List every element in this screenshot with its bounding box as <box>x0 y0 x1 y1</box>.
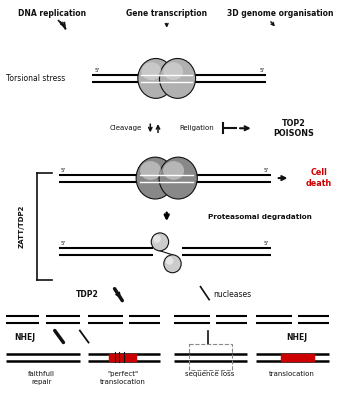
Ellipse shape <box>138 58 174 98</box>
Text: 5': 5' <box>60 168 66 173</box>
Text: 5': 5' <box>264 241 269 246</box>
Text: Cell
death: Cell death <box>306 168 332 188</box>
Circle shape <box>151 233 169 251</box>
Text: 5': 5' <box>264 168 269 173</box>
Text: TOP2
POISONS: TOP2 POISONS <box>274 118 315 138</box>
Text: Religation: Religation <box>179 125 214 131</box>
Text: Torsional stress: Torsional stress <box>6 74 65 83</box>
Text: DNA replication: DNA replication <box>18 9 86 18</box>
Text: ZATT/TDP2: ZATT/TDP2 <box>19 204 25 248</box>
Text: "perfect"
translocation: "perfect" translocation <box>100 372 146 385</box>
Ellipse shape <box>159 58 196 98</box>
Ellipse shape <box>163 161 184 180</box>
Ellipse shape <box>140 161 161 180</box>
Text: 5': 5' <box>94 68 99 73</box>
Text: NHEJ: NHEJ <box>286 333 307 342</box>
Ellipse shape <box>141 62 161 80</box>
Text: 5': 5' <box>60 241 66 246</box>
Circle shape <box>166 257 174 265</box>
Circle shape <box>164 255 181 273</box>
Text: faithfull
repair: faithfull repair <box>28 372 55 385</box>
Text: translocation: translocation <box>269 372 315 378</box>
Text: TDP2: TDP2 <box>76 290 99 299</box>
Text: sequence loss: sequence loss <box>186 372 235 378</box>
Ellipse shape <box>159 157 197 199</box>
Ellipse shape <box>163 62 183 80</box>
Ellipse shape <box>136 157 174 199</box>
Text: 3D genome organisation: 3D genome organisation <box>227 9 334 18</box>
Circle shape <box>153 235 161 243</box>
Text: Proteasomal degradation: Proteasomal degradation <box>204 214 312 220</box>
Text: nucleases: nucleases <box>213 290 252 299</box>
Text: 5': 5' <box>259 68 264 73</box>
Text: Cleavage: Cleavage <box>110 125 142 131</box>
Text: NHEJ: NHEJ <box>14 333 36 342</box>
Text: Gene transcription: Gene transcription <box>126 9 207 18</box>
